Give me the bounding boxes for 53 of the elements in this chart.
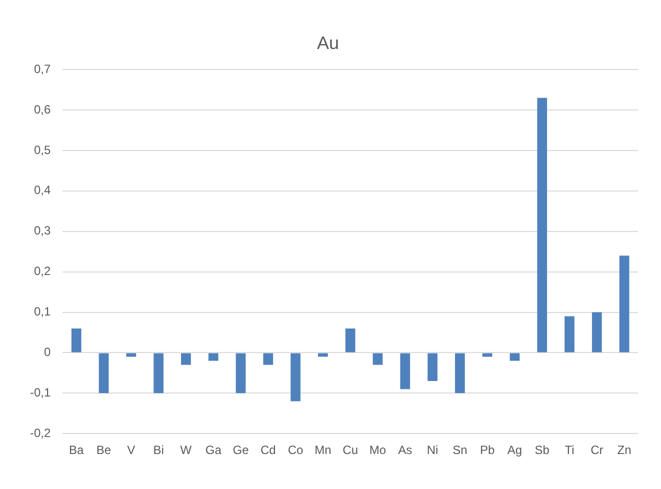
x-tick-label: Bi	[153, 443, 164, 458]
y-tick-label: 0	[44, 345, 51, 360]
y-tick-label: 0,2	[34, 264, 51, 278]
x-tick-label: Ni	[426, 443, 438, 458]
x-tick-label: Mo	[369, 443, 386, 458]
bar	[400, 353, 410, 390]
bar	[510, 353, 520, 361]
chart-title: Au	[316, 32, 340, 53]
bar	[537, 98, 548, 352]
bar	[564, 316, 574, 352]
bar	[372, 353, 383, 365]
x-tick-label: Sn	[452, 443, 468, 458]
x-tick-label: Cd	[260, 443, 276, 458]
x-tick-label: Sb	[534, 443, 550, 458]
x-tick-label: W	[180, 443, 192, 458]
bar	[98, 353, 109, 394]
x-tick-label: Ga	[205, 443, 222, 458]
bar	[181, 353, 191, 365]
bar	[290, 353, 300, 402]
bar	[318, 353, 328, 357]
y-tick-label: 0,4	[34, 183, 51, 198]
y-tick-label: 0,3	[34, 224, 51, 238]
x-tick-label: Ag	[507, 443, 522, 458]
x-tick-label: Co	[288, 443, 304, 458]
y-tick-label: 0,6	[34, 102, 51, 116]
y-tick-label: 0,5	[34, 142, 51, 157]
y-tick-label: -0,1	[30, 385, 51, 400]
x-tick-label: Zn	[617, 443, 632, 458]
x-tick-label: Be	[96, 443, 112, 458]
bar	[428, 353, 438, 382]
x-tick-label: As	[398, 443, 412, 458]
bar	[263, 353, 274, 365]
y-tick-label: 0,1	[34, 304, 51, 319]
x-tick-label: Pb	[480, 443, 495, 458]
x-tick-label: Cr	[590, 443, 604, 458]
x-tick-label: Cu	[342, 443, 358, 458]
x-tick-label: Ge	[232, 443, 250, 458]
x-tick-label: Ba	[69, 443, 84, 458]
bar	[71, 328, 82, 352]
bar	[619, 256, 630, 352]
x-tick-label: Ti	[564, 443, 574, 458]
y-tick-label: -0,2	[30, 426, 51, 440]
y-tick-label: 0,7	[34, 62, 51, 76]
bar	[126, 353, 136, 357]
bar	[345, 328, 356, 352]
bar	[482, 353, 492, 357]
bar	[454, 353, 465, 394]
bar	[236, 353, 246, 394]
bar	[154, 353, 164, 394]
bar	[208, 353, 218, 361]
x-tick-label: Mn	[314, 443, 332, 458]
x-tick-label: V	[127, 443, 136, 458]
bar	[592, 312, 602, 352]
